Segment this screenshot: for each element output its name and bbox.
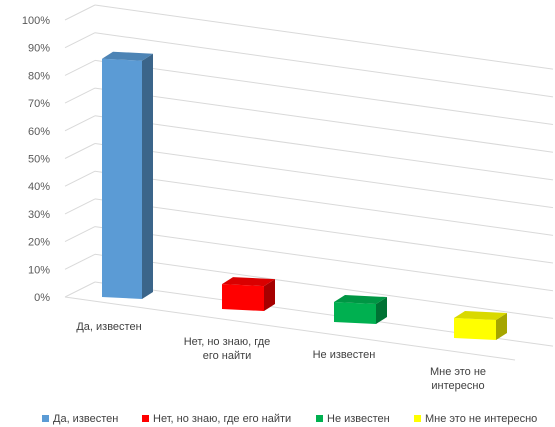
y-tick-label: 0% (34, 292, 50, 304)
y-tick-label: 80% (28, 70, 50, 82)
gridline-depth (64, 198, 96, 215)
gridline (94, 198, 554, 264)
legend-swatch (414, 415, 421, 422)
bar-top (222, 277, 275, 287)
gridline-depth (64, 4, 96, 21)
gridline-depth (64, 115, 96, 132)
gridline (94, 226, 554, 292)
y-tick-label: 10% (28, 264, 50, 276)
bar-side (264, 279, 275, 311)
gridline (94, 143, 554, 209)
y-tick-label: 30% (28, 209, 50, 221)
x-category-label: Да, известен (76, 321, 141, 333)
x-category-label: Не известен (313, 349, 376, 361)
legend-swatch (42, 415, 49, 422)
y-tick-label: 20% (28, 237, 50, 249)
bar-top (334, 295, 387, 305)
bar-top (102, 51, 153, 61)
gridline (94, 87, 554, 153)
bar-side (496, 313, 507, 340)
gridline (94, 115, 554, 181)
gridline-depth (64, 32, 96, 49)
gridline-depth (64, 143, 96, 159)
bars (102, 51, 507, 340)
legend-item: Не известен (316, 413, 390, 425)
y-tick-label: 90% (28, 43, 50, 55)
bar (222, 277, 275, 311)
bar-front (102, 58, 142, 299)
x-category-label: Нет, но знаю, где его найти (184, 336, 271, 362)
bar-front (222, 284, 264, 311)
gridlines (64, 4, 554, 361)
gridline-depth (64, 226, 96, 243)
legend-label: Да, известен (53, 413, 118, 425)
bar-side (142, 53, 153, 299)
floor-edge (64, 296, 516, 361)
y-axis-ticks: 0% 10% 20% 30% 40% 50% 60% 70% 80% 90% 100% (22, 15, 50, 304)
legend-label: Мне это не интересно (425, 413, 537, 425)
legend-item: Да, известен (42, 413, 118, 425)
legend-swatch (316, 415, 323, 422)
x-axis-categories: Да, известен Нет, но знаю, где его найти Не… (76, 321, 486, 392)
legend-label: Не известен (327, 413, 390, 425)
legend-item: Мне это не интересно (414, 413, 537, 425)
gridline (94, 59, 554, 126)
legend-item: Нет, но знаю, где его найти (142, 413, 291, 425)
x-category-label: Мне это не интересно (430, 366, 486, 392)
gridline (94, 4, 554, 70)
bar-top (454, 311, 507, 321)
gridline-depth (64, 87, 96, 104)
bar (454, 311, 507, 340)
bar (102, 51, 153, 299)
legend-label: Нет, но знаю, где его найти (153, 413, 291, 425)
bar (334, 295, 387, 324)
y-tick-label: 40% (28, 181, 50, 193)
gridline-depth (64, 170, 96, 187)
y-tick-label: 100% (22, 15, 50, 27)
gridline-depth (64, 253, 96, 270)
y-tick-label: 60% (28, 126, 50, 138)
bar-front (454, 318, 496, 340)
y-tick-label: 50% (28, 154, 50, 166)
legend-swatch (142, 415, 149, 422)
gridline-depth (64, 281, 96, 298)
gridline (94, 253, 554, 319)
legend: Да, известен Нет, но знаю, где его найти Н… (42, 413, 537, 425)
bar-side (376, 297, 387, 324)
bar-front (334, 302, 376, 324)
gridline-depth (64, 59, 96, 76)
gridline (94, 32, 554, 98)
y-tick-label: 70% (28, 98, 50, 110)
gridline (94, 170, 554, 236)
